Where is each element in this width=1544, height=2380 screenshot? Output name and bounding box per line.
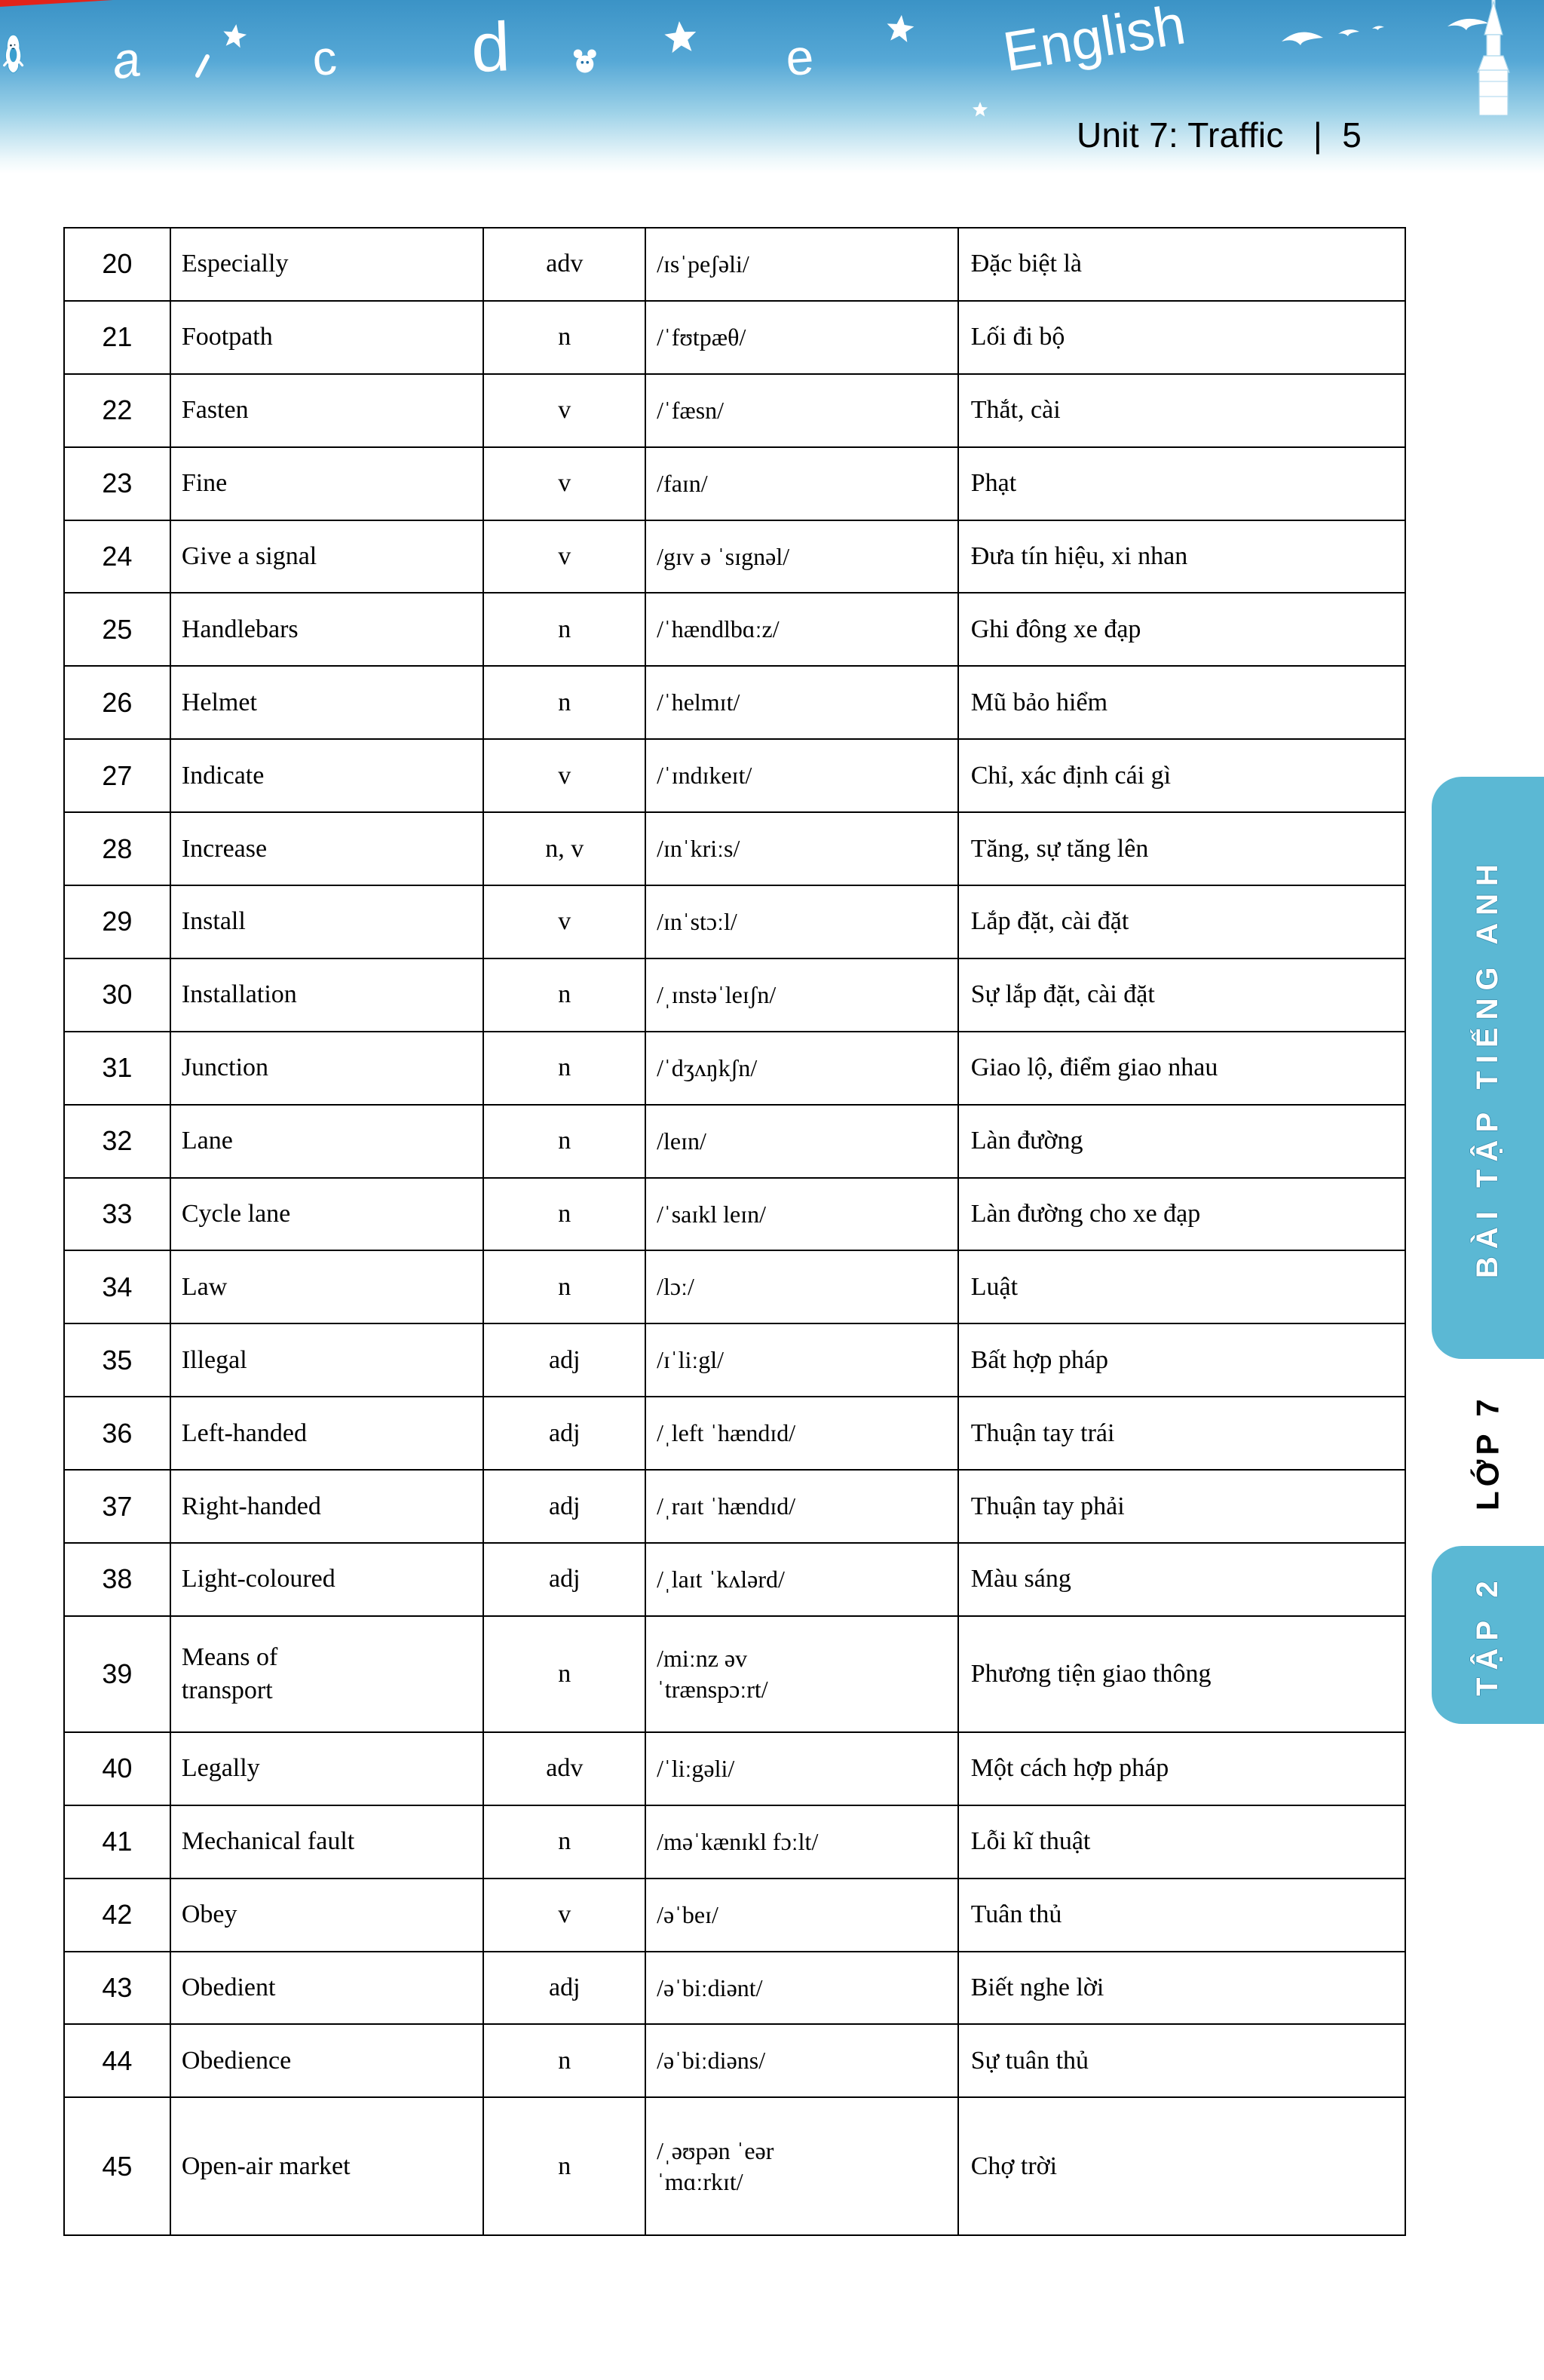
svg-text:English: English: [999, 0, 1190, 83]
svg-text:d: d: [470, 8, 511, 87]
svg-text:e: e: [784, 29, 816, 86]
svg-text:c: c: [311, 30, 339, 86]
svg-text:a: a: [109, 30, 144, 89]
